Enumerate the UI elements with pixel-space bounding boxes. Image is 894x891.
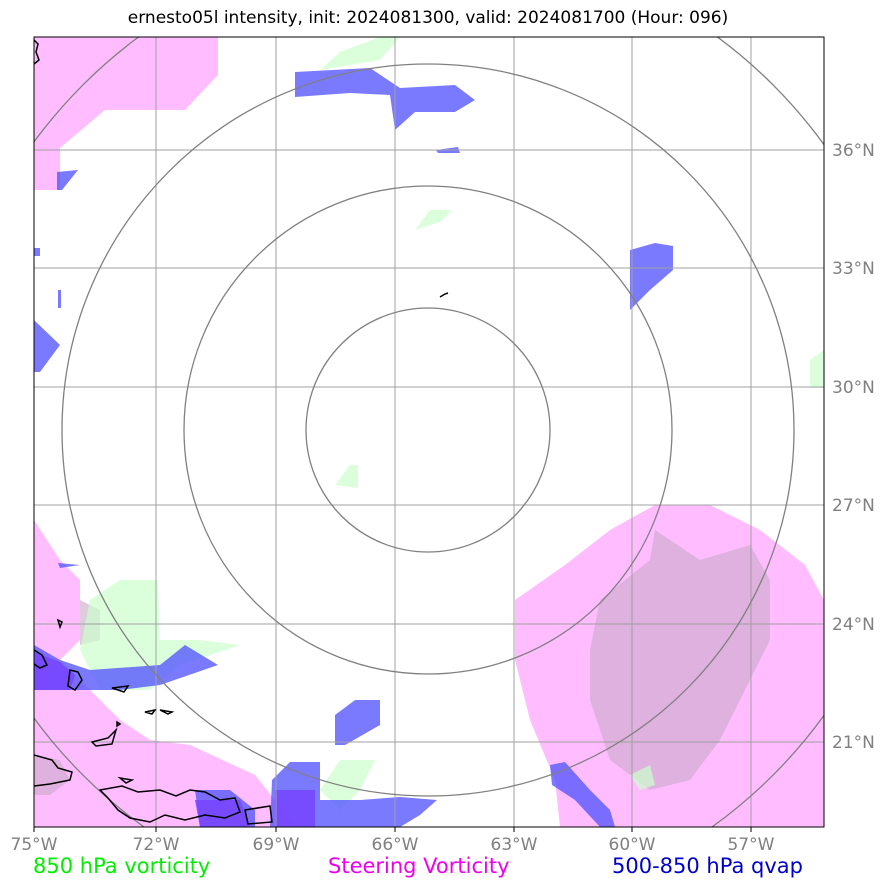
lat-label: 33°N bbox=[832, 259, 875, 279]
legend-qvap: 500-850 hPa qvap bbox=[612, 854, 803, 878]
lon-label: 60°W bbox=[609, 835, 656, 855]
qvap-steering-overlap bbox=[34, 652, 75, 690]
lon-ticks bbox=[33, 827, 752, 832]
bahamas-island bbox=[56, 618, 63, 630]
vorticity-area bbox=[320, 760, 375, 810]
cuba-coastline bbox=[34, 649, 49, 669]
vorticity-area bbox=[810, 350, 824, 388]
qvap-steering-overlap bbox=[275, 790, 315, 827]
bahamas-island bbox=[67, 669, 83, 691]
vorticity-area bbox=[415, 210, 452, 230]
lon-label: 57°W bbox=[728, 835, 775, 855]
qvap-area bbox=[34, 645, 218, 690]
bahamas-island bbox=[144, 708, 175, 715]
vorticity-area bbox=[630, 765, 655, 790]
bahamas-island bbox=[111, 685, 130, 693]
map-frame bbox=[33, 36, 825, 828]
qvap-area bbox=[550, 762, 615, 827]
lat-label: 30°N bbox=[832, 378, 875, 398]
east-coast-coastline bbox=[34, 39, 40, 65]
map-layers bbox=[34, 37, 824, 827]
qvap-area bbox=[630, 243, 673, 310]
qvap-area bbox=[34, 320, 60, 372]
qvap-area bbox=[58, 290, 61, 308]
turks-island bbox=[90, 727, 118, 747]
vorticity-area bbox=[80, 580, 240, 690]
vorticity-850-layer bbox=[80, 37, 824, 810]
qvap-area bbox=[58, 563, 80, 568]
bahamas-island bbox=[116, 720, 122, 728]
puerto-rico-coastline bbox=[244, 805, 273, 825]
range-ring-3 bbox=[61, 63, 795, 797]
qvap-steering-overlap bbox=[195, 800, 250, 827]
lon-label: 63°W bbox=[491, 835, 538, 855]
map-title: ernesto05l intensity, init: 2024081300, … bbox=[127, 8, 729, 28]
lon-label: 69°W bbox=[253, 835, 300, 855]
lat-label: 21°N bbox=[832, 733, 875, 753]
lon-labels: 75°W 72°W 69°W 66°W 63°W 60°W 57°W bbox=[11, 835, 775, 855]
lat-label: 24°N bbox=[832, 615, 875, 635]
vorticity-area bbox=[320, 37, 400, 70]
steering-vorticity-area bbox=[34, 520, 300, 827]
qvap-steering-overlap-layer bbox=[34, 652, 315, 827]
steering-vorticity-area bbox=[34, 37, 218, 190]
vorticity-area bbox=[335, 465, 358, 488]
hispaniola-coastline bbox=[98, 785, 241, 823]
lat-label: 27°N bbox=[832, 496, 875, 516]
bermuda-coastline bbox=[439, 292, 449, 298]
legend-850-vorticity: 850 hPa vorticity bbox=[33, 854, 211, 878]
overlap-area bbox=[590, 530, 770, 790]
qvap-area bbox=[34, 248, 40, 256]
lon-label: 75°W bbox=[11, 835, 58, 855]
qvap-area bbox=[57, 170, 78, 190]
qvap-area bbox=[335, 700, 380, 745]
qvap-area bbox=[295, 68, 475, 130]
legend-steering-vorticity: Steering Vorticity bbox=[328, 854, 510, 878]
range-ring-2 bbox=[183, 185, 673, 675]
coastlines bbox=[34, 39, 449, 825]
island-coastline bbox=[117, 776, 135, 784]
lon-label: 66°W bbox=[372, 835, 419, 855]
lon-label: 72°W bbox=[133, 835, 180, 855]
lat-labels: 36°N 33°N 30°N 27°N 24°N 21°N bbox=[832, 141, 875, 753]
lat-label: 36°N bbox=[832, 141, 875, 161]
range-ring-1 bbox=[305, 307, 551, 553]
hispaniola-coastline bbox=[34, 754, 73, 787]
